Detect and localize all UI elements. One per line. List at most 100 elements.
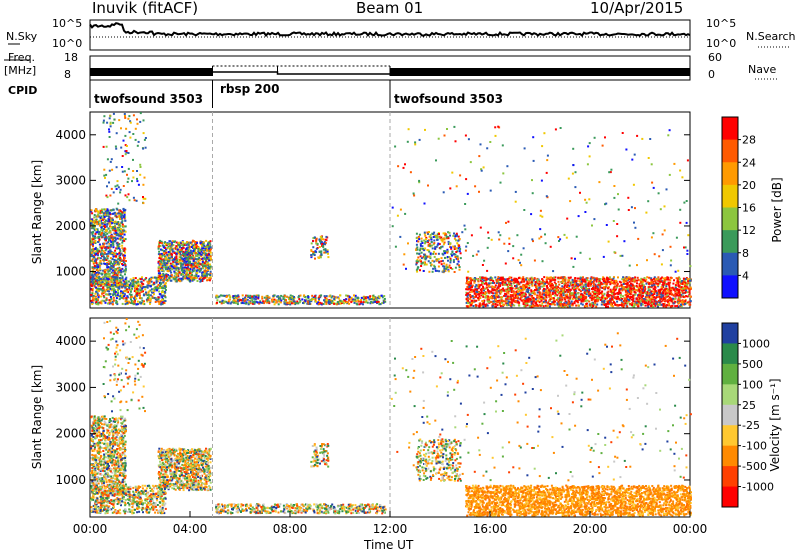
data-cell <box>124 289 127 292</box>
data-cell <box>171 263 174 266</box>
data-cell <box>569 294 572 297</box>
data-cell <box>131 285 134 288</box>
data-cell <box>107 252 110 255</box>
data-cell <box>348 296 351 299</box>
data-cell <box>106 158 109 161</box>
data-cell <box>103 225 106 227</box>
data-cell <box>444 256 446 259</box>
data-cell <box>665 283 668 286</box>
data-cell <box>122 237 125 240</box>
date-title: 10/Apr/2015 <box>590 0 684 17</box>
data-cell <box>646 276 649 279</box>
data-cell <box>114 290 117 293</box>
data-cell <box>458 250 461 253</box>
data-cell <box>195 258 198 261</box>
data-cell <box>106 257 109 260</box>
data-cell <box>383 297 386 300</box>
data-cell <box>639 294 642 297</box>
data-cell <box>418 181 421 184</box>
data-cell <box>681 176 684 179</box>
data-cell <box>105 239 108 242</box>
data-cell <box>611 305 614 308</box>
data-cell <box>165 244 168 247</box>
data-cell <box>161 249 164 252</box>
data-cell <box>124 144 127 147</box>
data-cell <box>318 299 320 302</box>
data-cell <box>108 117 111 120</box>
data-cell <box>508 277 511 280</box>
data-cell <box>112 229 115 232</box>
data-cell <box>418 238 421 241</box>
data-cell <box>114 273 117 276</box>
data-cell <box>123 257 126 260</box>
data-cell <box>582 276 584 279</box>
data-cell <box>160 300 163 303</box>
data-cell <box>103 174 106 177</box>
data-cell <box>122 208 125 211</box>
data-cell <box>434 247 437 250</box>
data-cell <box>679 169 682 172</box>
data-cell <box>101 281 104 284</box>
data-cell <box>417 235 420 238</box>
data-cell <box>91 303 94 305</box>
data-cell <box>185 256 187 259</box>
data-cell <box>126 302 129 304</box>
data-cell <box>415 261 418 264</box>
data-cell <box>613 276 615 279</box>
cpid-segment-1: twofsound 3503 <box>94 92 203 106</box>
data-cell <box>642 280 644 283</box>
data-cell <box>227 298 230 301</box>
data-cell <box>225 300 228 303</box>
data-cell <box>95 271 98 274</box>
data-cell <box>584 211 587 213</box>
data-cell <box>114 230 117 232</box>
data-cell <box>108 273 111 275</box>
data-cell <box>93 248 95 251</box>
data-cell <box>637 278 640 281</box>
data-cell <box>319 301 322 304</box>
data-cell <box>314 295 316 298</box>
data-cell <box>157 296 160 299</box>
data-cell <box>115 269 118 272</box>
data-cell <box>121 302 124 305</box>
data-cell <box>448 231 451 234</box>
data-cell <box>467 293 470 296</box>
data-cell <box>433 234 436 237</box>
data-cell <box>159 244 162 247</box>
data-cell <box>261 297 264 300</box>
data-cell <box>357 297 360 300</box>
data-cell <box>438 243 441 246</box>
data-cell <box>122 254 125 257</box>
data-cell <box>489 141 492 143</box>
data-cell <box>570 257 573 260</box>
data-cell <box>148 278 151 281</box>
data-cell <box>93 221 96 224</box>
data-cell <box>679 208 682 211</box>
data-cell <box>643 277 646 279</box>
data-cell <box>480 283 483 286</box>
data-cell <box>110 234 113 237</box>
data-cell <box>487 231 490 234</box>
data-cell <box>690 287 692 290</box>
data-cell <box>501 144 504 147</box>
data-cell <box>93 256 95 258</box>
data-cell <box>206 261 209 264</box>
data-cell <box>155 281 158 284</box>
xaxis-label: Time UT <box>364 538 414 552</box>
data-cell <box>204 246 206 249</box>
data-cell <box>128 199 131 202</box>
data-cell <box>125 127 128 130</box>
data-cell <box>192 244 195 247</box>
data-cell <box>107 278 110 281</box>
data-cell <box>371 298 374 301</box>
data-cell <box>124 194 127 197</box>
data-cell <box>441 238 444 241</box>
data-cell <box>95 282 97 285</box>
data-cell <box>137 283 140 286</box>
data-cell <box>484 291 487 293</box>
data-cell <box>574 257 576 260</box>
data-cell <box>118 248 121 251</box>
data-cell <box>97 254 99 257</box>
data-cell <box>102 269 105 272</box>
